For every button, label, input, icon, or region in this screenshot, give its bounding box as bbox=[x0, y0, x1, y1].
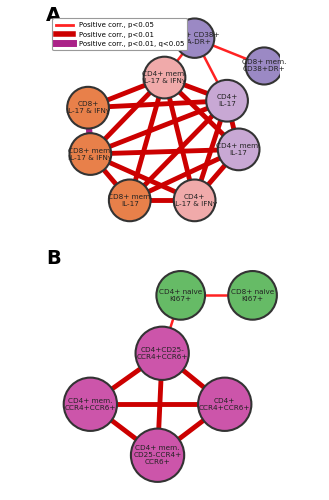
Text: CD4+ mem.
CD25-CCR4+
CCR6+: CD4+ mem. CD25-CCR4+ CCR6+ bbox=[134, 445, 182, 465]
Text: CD4+ mem.
CCR4+CCR6+: CD4+ mem. CCR4+CCR6+ bbox=[64, 398, 116, 411]
Text: CD4+
IL-17: CD4+ IL-17 bbox=[216, 94, 238, 107]
Text: CD8+ mem.
IL-17: CD8+ mem. IL-17 bbox=[108, 194, 152, 207]
Legend: Positive corr., p<0.05, Positive corr., p<0.01, Positive corr., p<0.01, q<0.05: Positive corr., p<0.05, Positive corr., … bbox=[52, 18, 187, 50]
Circle shape bbox=[64, 378, 117, 431]
Text: CD8+
IL-17 & IFNy: CD8+ IL-17 & IFNy bbox=[66, 101, 110, 114]
Circle shape bbox=[228, 271, 277, 320]
Circle shape bbox=[245, 48, 283, 84]
Text: CD8+ naive
Ki67+: CD8+ naive Ki67+ bbox=[231, 289, 274, 302]
Circle shape bbox=[198, 378, 251, 431]
Circle shape bbox=[131, 428, 184, 482]
Circle shape bbox=[69, 133, 111, 175]
Circle shape bbox=[218, 128, 260, 170]
Circle shape bbox=[136, 326, 189, 380]
Text: CD8+ mem.
IL-17 & IFNy: CD8+ mem. IL-17 & IFNy bbox=[68, 148, 113, 160]
Circle shape bbox=[144, 56, 185, 98]
Text: CD4+CD25-
CCR4+CCR6+: CD4+CD25- CCR4+CCR6+ bbox=[137, 347, 188, 360]
Text: A: A bbox=[46, 6, 62, 25]
Circle shape bbox=[175, 18, 214, 58]
Circle shape bbox=[206, 80, 248, 122]
Text: B: B bbox=[46, 249, 61, 268]
Text: CD4+
IL-17 & IFNy: CD4+ IL-17 & IFNy bbox=[172, 194, 217, 207]
Circle shape bbox=[109, 180, 151, 221]
Circle shape bbox=[174, 180, 215, 221]
Text: CD4+ mem.
IL-17 & IFNy: CD4+ mem. IL-17 & IFNy bbox=[142, 71, 187, 84]
Circle shape bbox=[156, 271, 205, 320]
Text: CD8+ CD38+
HLA-DR+: CD8+ CD38+ HLA-DR+ bbox=[170, 32, 219, 44]
Text: CD8+ mem.
CD38+DR+: CD8+ mem. CD38+DR+ bbox=[242, 60, 286, 72]
Text: CD4+ mem.
IL-17: CD4+ mem. IL-17 bbox=[216, 143, 261, 156]
Text: CD4+ naive
Ki67+: CD4+ naive Ki67+ bbox=[159, 289, 202, 302]
Text: CD4+
CCR4+CCR6+: CD4+ CCR4+CCR6+ bbox=[199, 398, 250, 411]
Circle shape bbox=[67, 87, 109, 128]
